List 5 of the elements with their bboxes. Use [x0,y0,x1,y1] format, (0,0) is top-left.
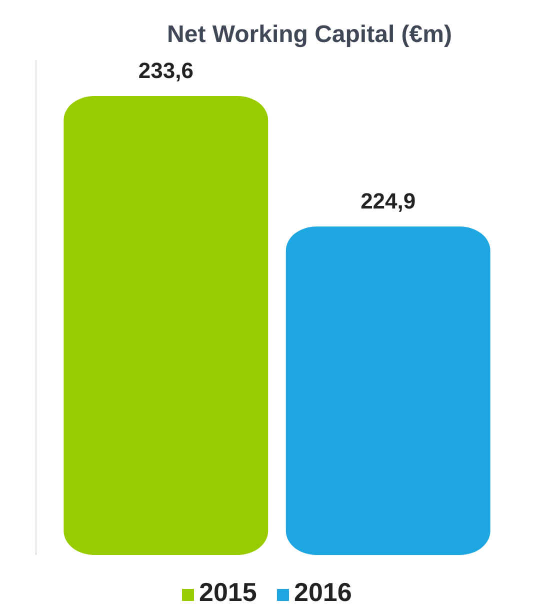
data-label: 224,9 [360,188,416,214]
chart-title: Net Working Capital (€m) [167,21,452,48]
legend-label: 2015 [199,577,257,607]
legend-label: 2016 [294,577,352,607]
data-label: 233,6 [138,58,194,83]
